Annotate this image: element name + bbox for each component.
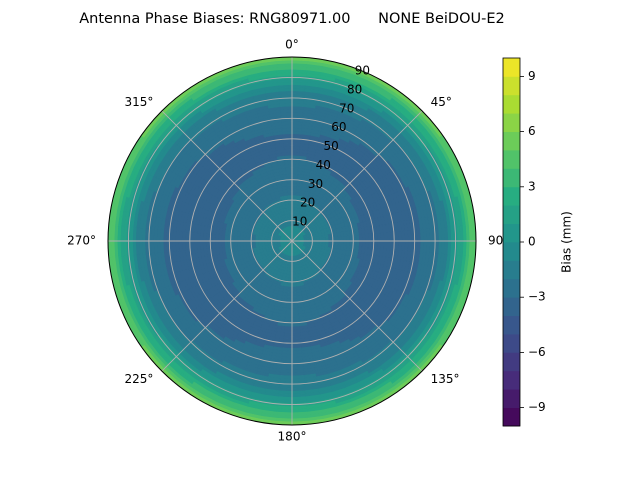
contour-cell	[288, 203, 293, 208]
colorbar-band	[503, 58, 520, 77]
contour-cell	[291, 200, 296, 205]
colorbar-band	[503, 407, 520, 427]
contour-cell	[291, 191, 297, 196]
colorbar-tick-label: 0	[528, 235, 536, 249]
contour-cell	[291, 286, 297, 291]
contour-cell	[343, 240, 348, 247]
contour-cell	[291, 283, 297, 288]
contour-cell	[291, 277, 296, 282]
colorbar-band	[503, 389, 520, 408]
contour-cell	[343, 235, 348, 242]
colorbar-band	[503, 205, 520, 224]
contour-cell	[288, 277, 293, 282]
contour-cell	[287, 283, 293, 288]
contour-cell	[236, 240, 241, 247]
contour-cell	[239, 240, 244, 246]
angle-tick-label: 225°	[124, 372, 153, 386]
contour-cell	[242, 240, 247, 246]
contour-cell	[286, 185, 293, 190]
contour-cell	[287, 289, 293, 294]
contour-cell	[337, 240, 342, 246]
contour-cell	[328, 237, 333, 242]
colorbar: −9 −6 −3 0 3 6 9 Bias (mm)	[502, 57, 574, 427]
contour-cell	[245, 240, 250, 246]
contour-cell	[291, 194, 297, 199]
colorbar-tick-label: 6	[528, 124, 536, 138]
colorbar-tick-label: −6	[528, 345, 546, 359]
contour-cell	[337, 236, 342, 242]
contour-cell	[291, 274, 296, 279]
colorbar-band	[503, 297, 520, 316]
colorbar-label: Bias (mm)	[560, 211, 574, 273]
radial-tick-label: 90	[355, 64, 370, 78]
radial-tick-label: 50	[323, 139, 338, 153]
contour-cell	[291, 185, 298, 190]
contour-cell	[251, 237, 256, 242]
contour-cell	[340, 236, 345, 242]
contour-cell	[286, 292, 293, 297]
contour-cell	[245, 236, 250, 242]
colorbar-band	[503, 76, 520, 96]
colorbar-band	[503, 242, 520, 261]
colorbar-band	[503, 131, 520, 151]
colorbar-band	[503, 370, 520, 390]
contour-cell	[340, 240, 345, 246]
colorbar-tick-label: 3	[528, 179, 536, 193]
contour-cell	[334, 240, 339, 246]
angle-tick-label: 135°	[431, 372, 460, 386]
angle-tick-label: 0°	[285, 38, 299, 52]
contour-cell	[251, 240, 256, 245]
radial-tick-label: 10	[292, 215, 307, 229]
colorbar-tick-label: −9	[528, 400, 546, 414]
colorbar-band	[503, 315, 520, 335]
radial-tick-label: 40	[316, 158, 331, 172]
colorbar-band	[503, 150, 520, 169]
radial-tick-label: 70	[339, 101, 354, 115]
contour-cell	[236, 235, 241, 242]
chart-title: Antenna Phase Biases: RNG80971.00 NONE B…	[79, 11, 504, 27]
contour-cell	[328, 240, 333, 245]
contour-cell	[291, 188, 297, 193]
contour-cell	[254, 240, 259, 245]
colorbar-band	[503, 278, 520, 298]
colorbar-band	[503, 352, 520, 372]
colorbar-ticks: −9 −6 −3 0 3 6 9	[520, 69, 546, 414]
contour-cell	[287, 188, 293, 193]
radial-tick-label: 80	[347, 82, 362, 96]
contour-cell	[287, 286, 293, 291]
colorbar-tick-label: 9	[528, 69, 536, 83]
polar-plot: 0°45°90°135°180°225°270°315° 10203040506…	[67, 38, 509, 444]
colorbar-bands	[503, 58, 520, 427]
colorbar-band	[503, 186, 520, 206]
angle-tick-label: 45°	[431, 95, 452, 109]
radial-tick-label: 60	[331, 120, 346, 134]
contour-cell	[287, 194, 293, 199]
radial-tick-label: 30	[308, 177, 323, 191]
colorbar-band	[503, 113, 520, 132]
contour-cell	[239, 236, 244, 242]
contour-cell	[334, 236, 339, 242]
angle-tick-label: 315°	[124, 95, 153, 109]
bias-contour-field	[108, 57, 476, 425]
angle-tick-label: 180°	[278, 430, 307, 444]
contour-cell	[291, 292, 298, 297]
contour-cell	[291, 289, 297, 294]
polar-grid	[108, 57, 476, 425]
colorbar-band	[503, 94, 520, 114]
contour-cell	[288, 200, 293, 205]
colorbar-band	[503, 168, 520, 188]
colorbar-band	[503, 223, 520, 243]
colorbar-band	[503, 260, 520, 280]
colorbar-tick-label: −3	[528, 290, 546, 304]
colorbar-band	[503, 334, 520, 353]
radial-tick-label: 20	[300, 196, 315, 210]
contour-cell	[242, 236, 247, 242]
angle-tick-label: 270°	[67, 234, 96, 248]
contour-cell	[287, 191, 293, 196]
contour-cell	[325, 237, 330, 242]
